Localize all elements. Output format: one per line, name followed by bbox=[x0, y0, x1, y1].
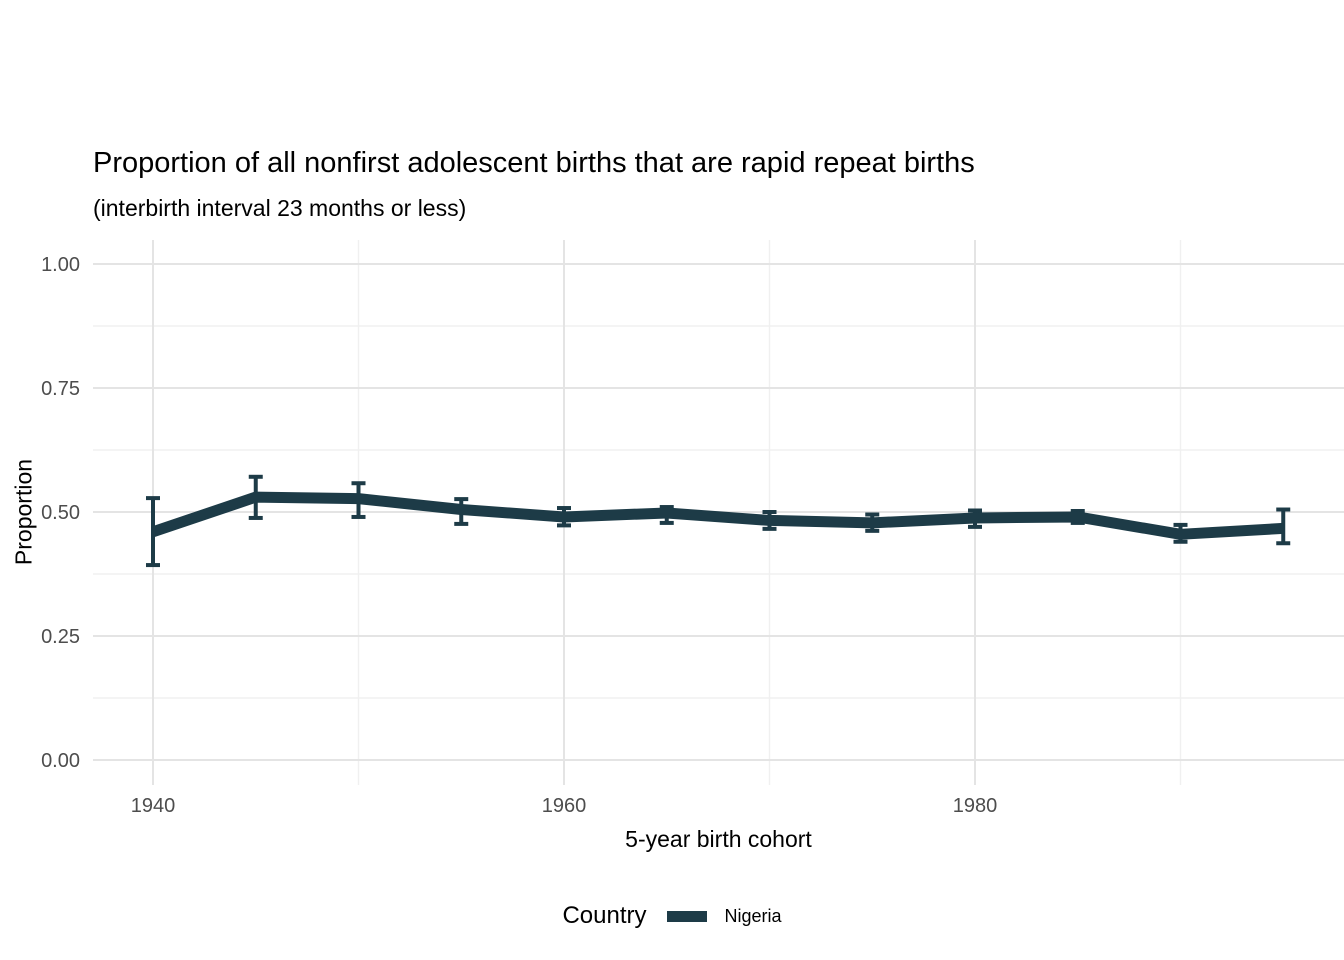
y-tick-label: 0.50 bbox=[41, 502, 80, 524]
y-tick-label: 0.00 bbox=[41, 750, 80, 772]
x-axis-title: 5-year birth cohort bbox=[625, 826, 812, 852]
legend: Country Nigeria bbox=[0, 902, 1344, 930]
y-axis-title: Proportion bbox=[10, 458, 37, 566]
y-tick-label: 0.75 bbox=[41, 378, 80, 400]
x-tick-label: 1980 bbox=[953, 795, 998, 817]
legend-label-nigeria: Nigeria bbox=[724, 905, 782, 926]
x-tick-label: 1960 bbox=[542, 795, 587, 817]
chart-subtitle: (interbirth interval 23 months or less) bbox=[93, 195, 467, 221]
x-tick-label: 1940 bbox=[131, 795, 176, 817]
legend-title: Country bbox=[562, 902, 647, 929]
chart-title: Proportion of all nonfirst adolescent bi… bbox=[93, 147, 975, 179]
series-line-nigeria bbox=[151, 491, 1284, 540]
legend-swatch-nigeria bbox=[666, 910, 707, 922]
y-tick-label: 1.00 bbox=[41, 254, 80, 276]
y-tick-label: 0.25 bbox=[41, 626, 80, 648]
